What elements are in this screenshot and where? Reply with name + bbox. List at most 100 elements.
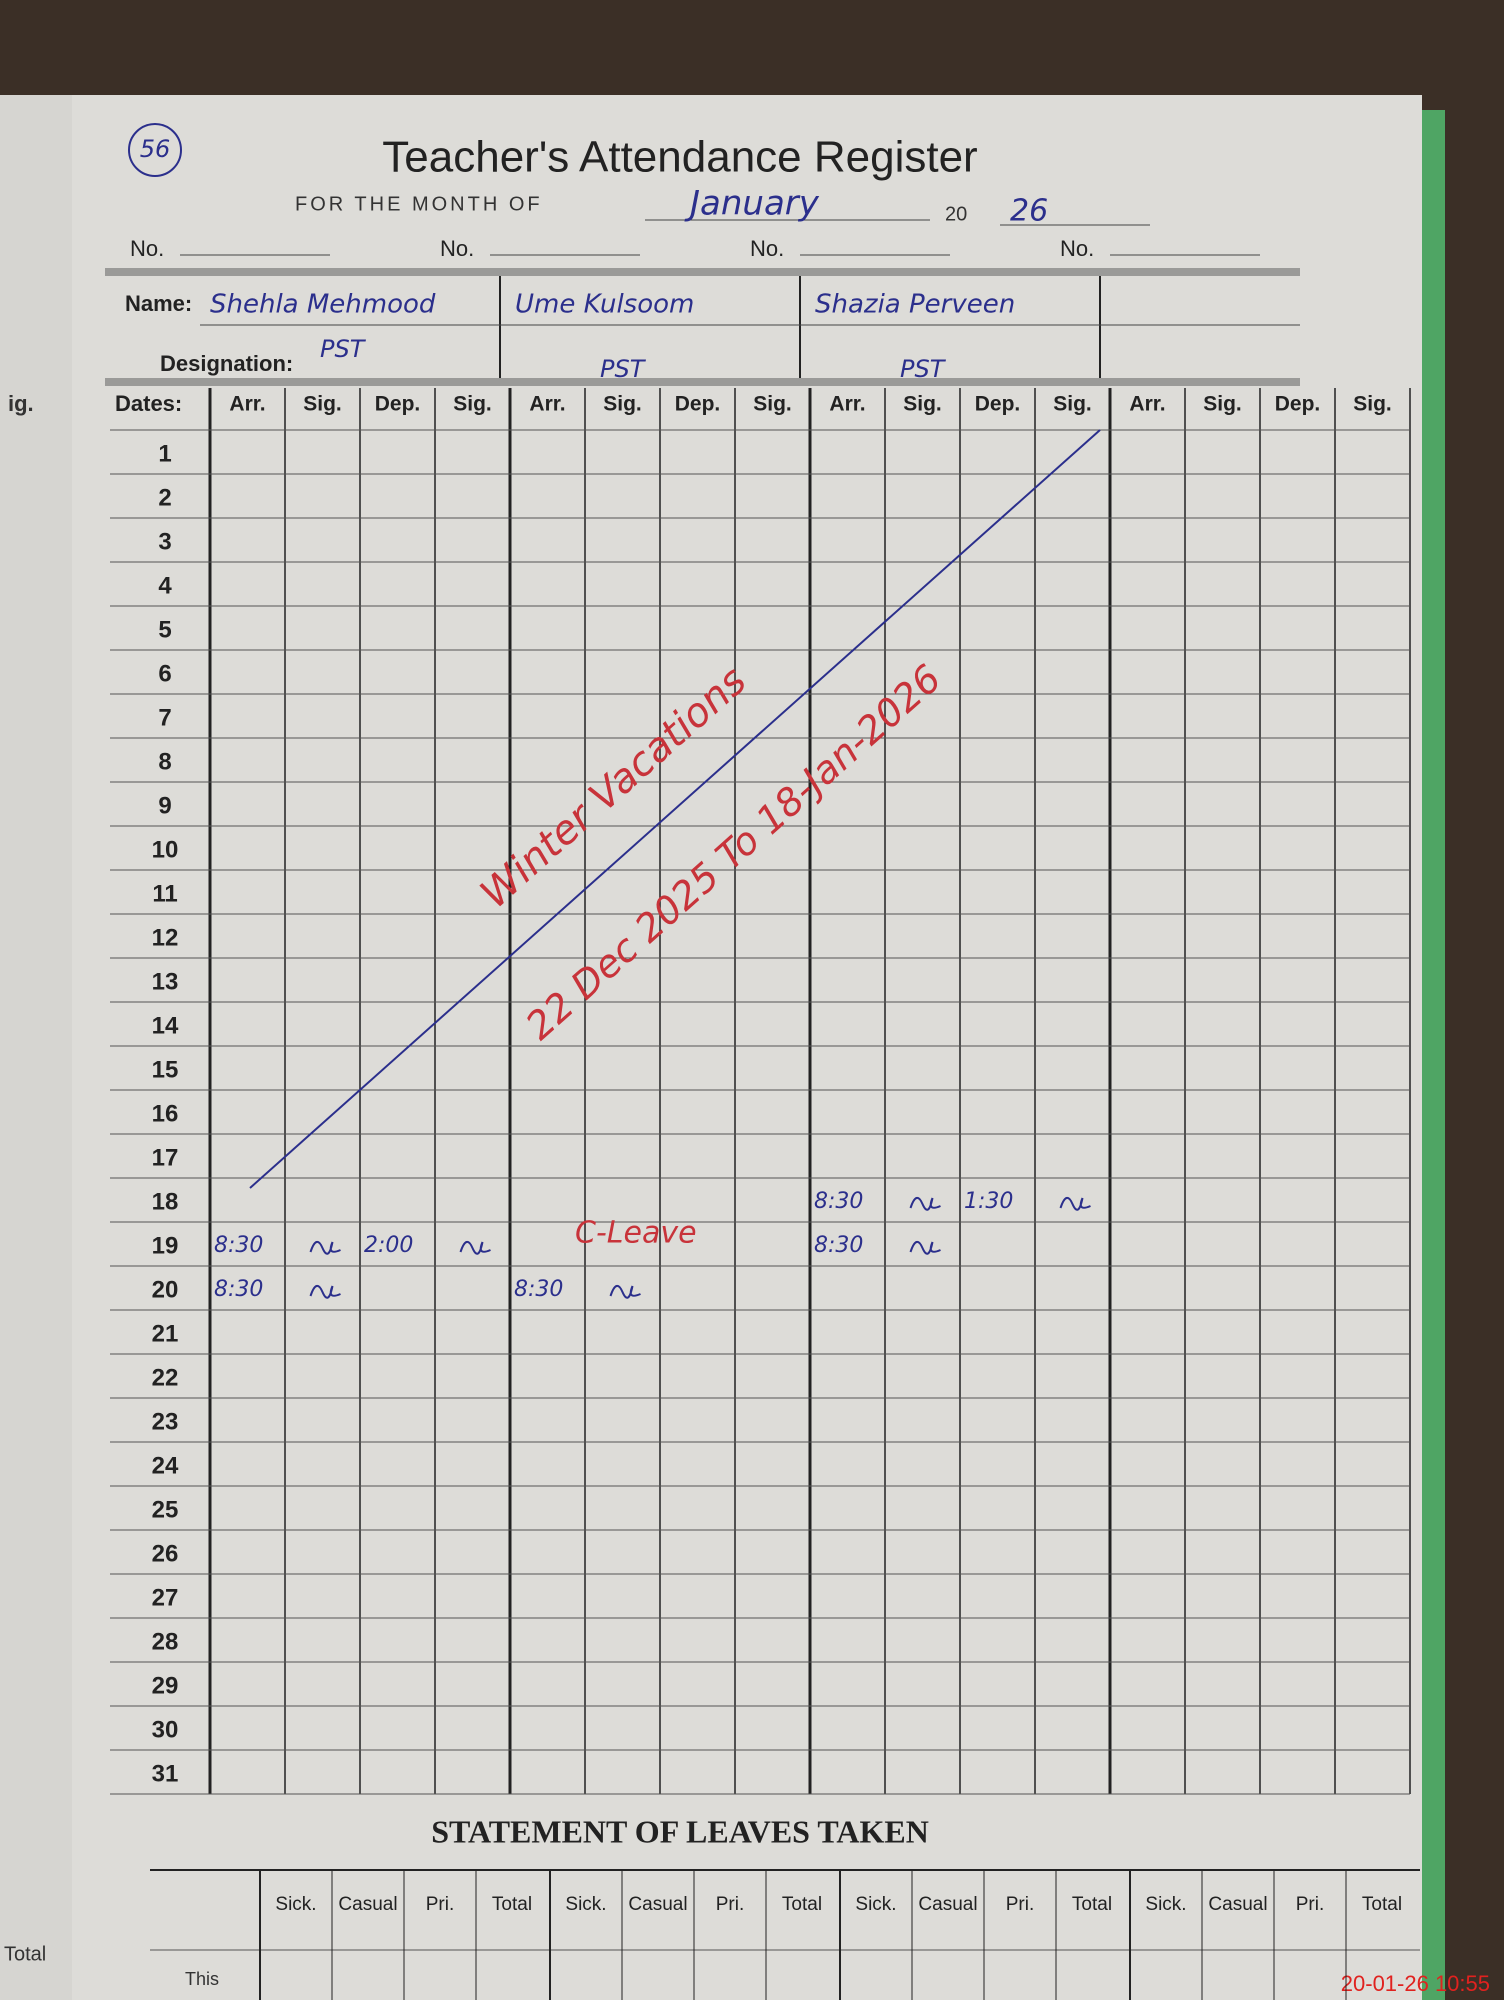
date-label: 20: [152, 1276, 179, 1303]
statement-header: Pri.: [1006, 1894, 1035, 1915]
statement-header: Pri.: [426, 1894, 455, 1915]
statement-header: Casual: [338, 1894, 397, 1915]
left-page-label: ig.: [8, 391, 34, 416]
teacher-designation: PST: [320, 335, 367, 363]
arrival-time: 8:30: [514, 1277, 563, 1302]
column-header: Sig.: [303, 393, 342, 416]
teacher-designation: PST: [900, 355, 947, 383]
date-label: 15: [152, 1056, 179, 1083]
date-label: 22: [152, 1364, 179, 1391]
column-header: Sig.: [903, 393, 942, 416]
title: Teacher's Attendance Register: [382, 133, 977, 182]
statement-header: Total: [1072, 1894, 1112, 1915]
statement-header: Total: [782, 1894, 822, 1915]
month-label: FOR THE MONTH OF: [295, 193, 543, 215]
column-header: Sig.: [1203, 393, 1242, 416]
date-label: 9: [158, 792, 171, 819]
statement-row-label: This: [185, 1969, 219, 1989]
leave-note: C-Leave: [575, 1216, 697, 1251]
signature: [459, 1241, 491, 1255]
statement-header: Sick.: [855, 1894, 896, 1915]
statement-header: Total: [492, 1894, 532, 1915]
paper: [72, 95, 1422, 2000]
year-prefix: 20: [945, 203, 967, 225]
date-label: 10: [152, 836, 179, 863]
signature: [609, 1285, 641, 1299]
signature: [909, 1241, 941, 1255]
column-header: Sig.: [1353, 393, 1392, 416]
statement-title: STATEMENT OF LEAVES TAKEN: [431, 1813, 929, 1849]
date-label: 21: [152, 1320, 179, 1347]
column-header: Arr.: [1129, 393, 1165, 416]
left-page: [0, 95, 72, 2000]
departure-time: 2:00: [364, 1233, 413, 1258]
column-header: Arr.: [529, 393, 565, 416]
arrival-time: 8:30: [214, 1277, 263, 1302]
date-label: 5: [158, 616, 171, 643]
column-header: Arr.: [229, 393, 265, 416]
number-label: No.: [440, 236, 474, 261]
column-header: Sig.: [603, 393, 642, 416]
date-label: 11: [152, 880, 177, 907]
column-header: Sig.: [453, 393, 492, 416]
column-header: Sig.: [1053, 393, 1092, 416]
statement-header: Casual: [628, 1894, 687, 1915]
date-label: 25: [152, 1496, 179, 1523]
teacher-name: Shehla Mehmood: [210, 290, 436, 320]
date-label: 3: [158, 528, 171, 555]
date-label: 12: [152, 924, 179, 951]
year: 26: [1010, 194, 1048, 229]
designation-label: Designation:: [160, 351, 293, 376]
column-header: Dep.: [375, 393, 421, 416]
signature: [1059, 1197, 1091, 1211]
dates-label: Dates:: [115, 391, 182, 416]
date-label: 7: [158, 704, 171, 731]
arrival-time: 8:30: [814, 1233, 863, 1258]
date-label: 4: [158, 572, 172, 599]
signature: [909, 1197, 941, 1211]
statement-header: Pri.: [716, 1894, 745, 1915]
signature: [309, 1285, 341, 1299]
column-header: Dep.: [675, 393, 721, 416]
statement-header: Casual: [1208, 1894, 1267, 1915]
date-label: 13: [152, 968, 179, 995]
page-number: 56: [140, 135, 171, 163]
page-number-circle: [128, 123, 182, 177]
date-label: 19: [152, 1232, 179, 1259]
signature: [309, 1241, 341, 1255]
date-label: 26: [152, 1540, 179, 1567]
date-label: 6: [158, 660, 171, 687]
name-label: Name:: [125, 291, 192, 316]
statement-header: Casual: [918, 1894, 977, 1915]
teacher-designation: PST: [600, 355, 647, 383]
column-header: Sig.: [753, 393, 792, 416]
timestamp: 20-01-26 10:55: [1341, 1971, 1490, 1996]
annotation-strike: [249, 429, 1101, 1189]
header-band: [105, 268, 1300, 276]
teacher-name: Shazia Perveen: [815, 290, 1015, 320]
date-label: 18: [152, 1188, 179, 1215]
column-header: Dep.: [975, 393, 1021, 416]
date-label: 28: [152, 1628, 179, 1655]
date-label: 31: [152, 1760, 179, 1787]
arrival-time: 8:30: [214, 1233, 263, 1258]
column-header: Dep.: [1275, 393, 1321, 416]
date-label: 29: [152, 1672, 179, 1699]
date-label: 14: [152, 1012, 179, 1039]
date-label: 16: [152, 1100, 179, 1127]
date-label: 30: [152, 1716, 179, 1743]
date-label: 8: [158, 748, 171, 775]
date-label: 17: [152, 1144, 179, 1171]
statement-header: Sick.: [565, 1894, 606, 1915]
header-band: [105, 378, 1300, 386]
number-label: No.: [130, 236, 164, 261]
number-label: No.: [1060, 236, 1094, 261]
statement-header: Pri.: [1296, 1894, 1325, 1915]
arrival-time: 8:30: [814, 1189, 863, 1214]
date-label: 1: [158, 440, 171, 467]
statement-header: Sick.: [275, 1894, 316, 1915]
statement-header: Total: [1362, 1894, 1402, 1915]
left-page-label: Total: [4, 1943, 46, 1965]
